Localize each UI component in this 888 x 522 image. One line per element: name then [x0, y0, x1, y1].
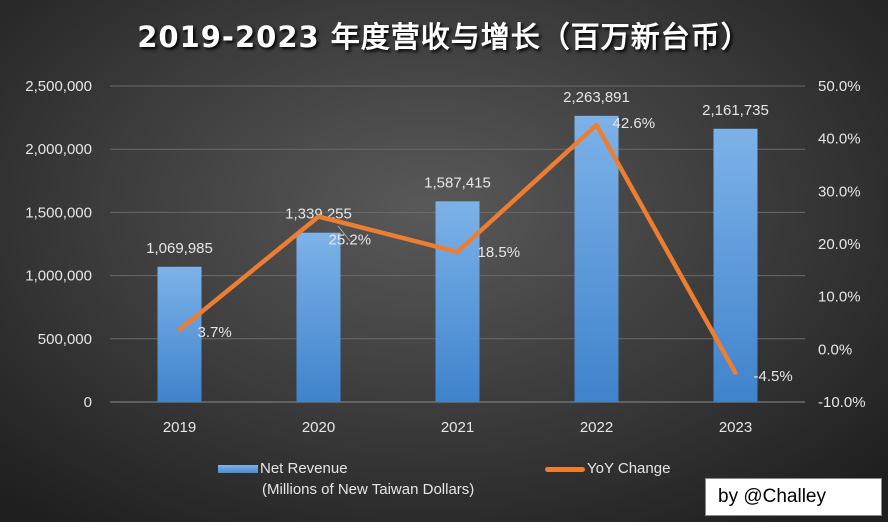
yoy-point-2021	[455, 249, 460, 254]
bar-data-label: 1,587,415	[424, 174, 491, 191]
x-tick-label: 2022	[580, 419, 613, 436]
legend-yoy-change: YoY Change	[545, 458, 670, 479]
bar-2021	[435, 201, 480, 402]
legend-bar-label-2: (Millions of New Taiwan Dollars)	[262, 481, 475, 498]
bar-2019	[157, 266, 202, 402]
bar-2022	[574, 115, 619, 402]
x-tick-label: 2023	[719, 419, 752, 436]
yoy-data-label: 3.7%	[198, 324, 232, 341]
right-tick-label: 30.0%	[818, 183, 861, 200]
bar-2023	[713, 128, 758, 402]
yoy-point-2022	[594, 122, 599, 127]
x-tick-label: 2021	[441, 419, 474, 436]
x-tick-label: 2020	[302, 419, 335, 436]
bar-data-label: 1,339,255	[285, 206, 352, 223]
legend-bar-swatch	[218, 465, 258, 474]
bar-2020	[296, 232, 341, 402]
bar-data-label: 2,161,735	[702, 102, 769, 119]
legend-net-revenue: Net Revenue (Millions of New Taiwan Doll…	[218, 458, 474, 500]
left-tick-label: 500,000	[38, 331, 92, 348]
x-tick-label: 2019	[163, 419, 196, 436]
yoy-data-label: -4.5%	[754, 368, 793, 385]
right-tick-label: 40.0%	[818, 131, 861, 148]
right-tick-label: -10.0%	[818, 394, 866, 411]
left-tick-label: 2,500,000	[25, 78, 92, 95]
legend-line-label: YoY Change	[587, 460, 671, 477]
yoy-point-2023	[733, 371, 738, 376]
bar-data-label: 1,069,985	[146, 240, 213, 257]
bar-data-label: 2,263,891	[563, 89, 630, 106]
left-tick-label: 1,000,000	[25, 268, 92, 285]
signature-box: by @Challey	[705, 478, 882, 516]
yoy-data-label: 42.6%	[613, 115, 656, 132]
left-tick-label: 2,000,000	[25, 141, 92, 158]
yoy-point-2020	[316, 214, 321, 219]
leader-line	[337, 225, 351, 242]
chart-title: 2019-2023 年度营收与增长（百万新台币）	[137, 20, 751, 54]
right-tick-label: 20.0%	[818, 236, 861, 253]
right-tick-label: 0.0%	[818, 341, 852, 358]
left-tick-label: 1,500,000	[25, 204, 92, 221]
left-tick-label: 0	[84, 394, 92, 411]
right-tick-label: 10.0%	[818, 289, 861, 306]
yoy-point-2019	[177, 327, 182, 332]
right-tick-label: 50.0%	[818, 78, 861, 95]
yoy-data-label: 18.5%	[478, 244, 521, 261]
legend-line-swatch	[545, 466, 585, 472]
legend-bar-label-1: Net Revenue	[260, 460, 348, 477]
